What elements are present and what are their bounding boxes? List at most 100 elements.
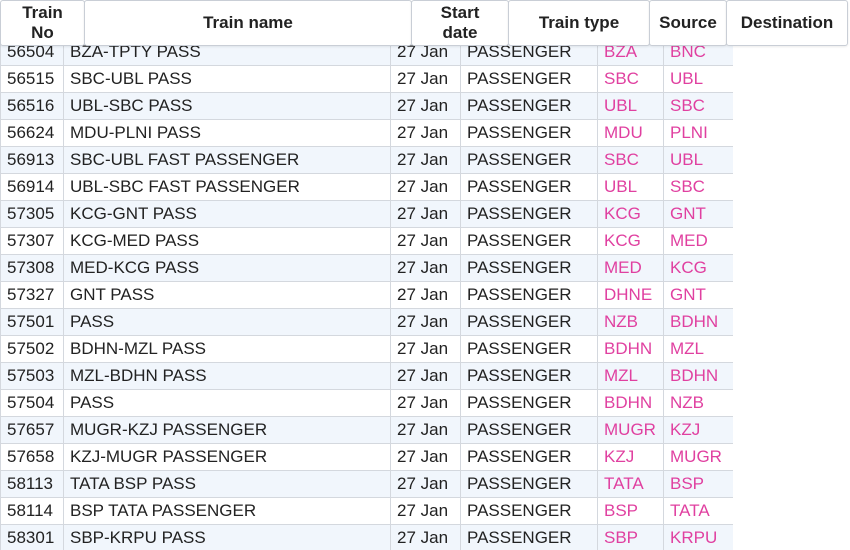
destination-cell: PLNI xyxy=(663,119,733,147)
start-date-cell: 27 Jan xyxy=(390,470,461,498)
table-row[interactable]: 57658 KZJ-MUGR PASSENGER 27 Jan PASSENGER KZ… xyxy=(0,443,733,471)
column-header-train-type[interactable]: Train type xyxy=(508,0,650,46)
start-date-cell: 27 Jan xyxy=(390,497,461,525)
start-date-cell: 27 Jan xyxy=(390,173,461,201)
train-name-cell: BSP TATA PASSENGER xyxy=(63,497,391,525)
start-date-cell: 27 Jan xyxy=(390,119,461,147)
train-type-cell: PASSENGER xyxy=(460,362,598,390)
train-name-cell: BDHN-MZL PASS xyxy=(63,335,391,363)
train-no-cell: 58114 xyxy=(0,497,64,525)
table-row[interactable]: 57502 BDHN-MZL PASS 27 Jan PASSENGER BDHN MZL xyxy=(0,335,733,363)
train-type-cell: PASSENGER xyxy=(460,173,598,201)
train-name-cell: MDU-PLNI PASS xyxy=(63,119,391,147)
table-row[interactable]: 57307 KCG-MED PASS 27 Jan PASSENGER KCG MED xyxy=(0,227,733,255)
train-type-cell: PASSENGER xyxy=(460,335,598,363)
column-header-destination[interactable]: Destination xyxy=(726,0,848,46)
train-name-cell: GNT PASS xyxy=(63,281,391,309)
source-cell: MED xyxy=(597,254,664,282)
destination-cell: GNT xyxy=(663,200,733,228)
train-type-cell: PASSENGER xyxy=(460,227,598,255)
source-cell: SBP xyxy=(597,524,664,550)
table-row[interactable]: 57327 GNT PASS 27 Jan PASSENGER DHNE GNT xyxy=(0,281,733,309)
train-name-cell: KCG-MED PASS xyxy=(63,227,391,255)
train-type-cell: PASSENGER xyxy=(460,65,598,93)
start-date-cell: 27 Jan xyxy=(390,254,461,282)
column-header-label: Start date xyxy=(440,3,480,42)
train-no-cell: 57504 xyxy=(0,389,64,417)
column-header-train-no[interactable]: Train No xyxy=(0,0,85,46)
train-name-cell: MUGR-KZJ PASSENGER xyxy=(63,416,391,444)
destination-cell: KRPU xyxy=(663,524,733,550)
table-row[interactable]: 57503 MZL-BDHN PASS 27 Jan PASSENGER MZL BDHN xyxy=(0,362,733,390)
destination-cell: UBL xyxy=(663,65,733,93)
column-header-label: Destination xyxy=(740,13,834,32)
source-cell: SBC xyxy=(597,146,664,174)
source-cell: DHNE xyxy=(597,281,664,309)
start-date-cell: 27 Jan xyxy=(390,416,461,444)
column-header-start-date[interactable]: Start date xyxy=(411,0,509,46)
destination-cell: NZB xyxy=(663,389,733,417)
train-name-cell: TATA BSP PASS xyxy=(63,470,391,498)
train-type-cell: PASSENGER xyxy=(460,92,598,120)
start-date-cell: 27 Jan xyxy=(390,335,461,363)
table-row[interactable]: 57305 KCG-GNT PASS 27 Jan PASSENGER KCG GNT xyxy=(0,200,733,228)
source-cell: UBL xyxy=(597,173,664,201)
source-cell: BSP xyxy=(597,497,664,525)
source-cell: KZJ xyxy=(597,443,664,471)
table-row[interactable]: 57308 MED-KCG PASS 27 Jan PASSENGER MED KCG xyxy=(0,254,733,282)
table-row[interactable]: 57504 PASS 27 Jan PASSENGER BDHN NZB xyxy=(0,389,733,417)
train-no-cell: 57501 xyxy=(0,308,64,336)
train-name-cell: UBL-SBC FAST PASSENGER xyxy=(63,173,391,201)
train-no-cell: 56516 xyxy=(0,92,64,120)
start-date-cell: 27 Jan xyxy=(390,389,461,417)
train-type-cell: PASSENGER xyxy=(460,389,598,417)
train-no-cell: 57308 xyxy=(0,254,64,282)
train-type-cell: PASSENGER xyxy=(460,281,598,309)
table-row[interactable]: 56515 SBC-UBL PASS 27 Jan PASSENGER SBC UBL xyxy=(0,65,733,93)
train-no-cell: 57658 xyxy=(0,443,64,471)
start-date-cell: 27 Jan xyxy=(390,281,461,309)
table-row[interactable]: 58113 TATA BSP PASS 27 Jan PASSENGER TATA BSP xyxy=(0,470,733,498)
destination-cell: MED xyxy=(663,227,733,255)
train-no-cell: 57307 xyxy=(0,227,64,255)
train-type-cell: PASSENGER xyxy=(460,524,598,550)
train-type-cell: PASSENGER xyxy=(460,308,598,336)
start-date-cell: 27 Jan xyxy=(390,362,461,390)
destination-cell: KCG xyxy=(663,254,733,282)
train-type-cell: PASSENGER xyxy=(460,470,598,498)
table-row[interactable]: 58114 BSP TATA PASSENGER 27 Jan PASSENGER BS… xyxy=(0,497,733,525)
column-header-source[interactable]: Source xyxy=(649,0,727,46)
destination-cell: BDHN xyxy=(663,362,733,390)
table-row[interactable]: 58301 SBP-KRPU PASS 27 Jan PASSENGER SBP KRPU xyxy=(0,524,733,550)
train-name-cell: SBC-UBL FAST PASSENGER xyxy=(63,146,391,174)
train-name-cell: KZJ-MUGR PASSENGER xyxy=(63,443,391,471)
train-name-cell: KCG-GNT PASS xyxy=(63,200,391,228)
table-row[interactable]: 57501 PASS 27 Jan PASSENGER NZB BDHN xyxy=(0,308,733,336)
table-row[interactable]: 56913 SBC-UBL FAST PASSENGER 27 Jan PASSENG… xyxy=(0,146,733,174)
source-cell: BDHN xyxy=(597,335,664,363)
source-cell: UBL xyxy=(597,92,664,120)
destination-cell: MUGR xyxy=(663,443,733,471)
train-no-cell: 56913 xyxy=(0,146,64,174)
train-no-cell: 56515 xyxy=(0,65,64,93)
train-type-cell: PASSENGER xyxy=(460,443,598,471)
source-cell: KCG xyxy=(597,227,664,255)
destination-cell: BDHN xyxy=(663,308,733,336)
destination-cell: GNT xyxy=(663,281,733,309)
table-row[interactable]: 57657 MUGR-KZJ PASSENGER 27 Jan PASSENGER MU… xyxy=(0,416,733,444)
trains-table-body: 56504 BZA-TPTY PASS 27 Jan PASSENGER BZA BNC 5… xyxy=(0,38,733,550)
column-header-train-name[interactable]: Train name xyxy=(84,0,412,46)
start-date-cell: 27 Jan xyxy=(390,146,461,174)
train-no-cell: 57327 xyxy=(0,281,64,309)
source-cell: MZL xyxy=(597,362,664,390)
table-row[interactable]: 56516 UBL-SBC PASS 27 Jan PASSENGER UBL SBC xyxy=(0,92,733,120)
train-type-cell: PASSENGER xyxy=(460,416,598,444)
source-cell: MUGR xyxy=(597,416,664,444)
destination-cell: BSP xyxy=(663,470,733,498)
table-row[interactable]: 56914 UBL-SBC FAST PASSENGER 27 Jan PASSENG… xyxy=(0,173,733,201)
column-header-label: Source xyxy=(659,13,717,32)
start-date-cell: 27 Jan xyxy=(390,443,461,471)
source-cell: SBC xyxy=(597,65,664,93)
source-cell: BDHN xyxy=(597,389,664,417)
table-row[interactable]: 56624 MDU-PLNI PASS 27 Jan PASSENGER MDU PLNI xyxy=(0,119,733,147)
